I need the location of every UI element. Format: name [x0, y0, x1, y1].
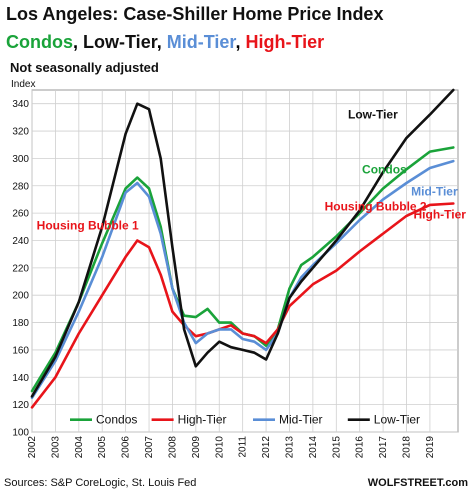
y-tick-label: 340	[12, 99, 29, 110]
x-tick-label: 2004	[74, 436, 85, 459]
x-tick-label: 2011	[238, 436, 249, 458]
y-tick-label: 280	[12, 181, 29, 192]
x-tick-label: 2008	[167, 436, 178, 459]
legend-label: High-Tier	[178, 413, 227, 427]
y-tick-label: 200	[12, 291, 29, 302]
legend-label: Mid-Tier	[279, 413, 323, 427]
y-tick-label: 240	[12, 236, 29, 247]
source-note: Sources: S&P CoreLogic, St. Louis Fed	[4, 477, 197, 489]
legend-label: Condos	[96, 413, 137, 427]
x-tick-label: 2014	[308, 436, 319, 459]
y-tick-label: 260	[12, 209, 29, 220]
x-tick-label: 2012	[261, 436, 272, 459]
x-tick-label: 2016	[355, 436, 366, 459]
y-tick-label: 160	[12, 345, 29, 356]
y-tick-label: 100	[12, 428, 29, 439]
x-tick-label: 2013	[284, 436, 295, 459]
x-tick-label: 2015	[331, 436, 342, 459]
x-tick-label: 2002	[27, 436, 38, 459]
subtitle-condos: Condos	[6, 32, 73, 52]
chart-subtitle: Condos, Low-Tier, Mid-Tier, High-Tier	[6, 32, 325, 52]
annotation-label: Condos	[362, 162, 407, 176]
legend-label: Low-Tier	[374, 413, 420, 427]
brand-label: WOLFSTREET.com	[367, 477, 468, 489]
y-tick-label: 120	[12, 400, 29, 411]
x-tick-label: 2010	[214, 436, 225, 459]
annotation-label: Mid-Tier	[411, 184, 458, 198]
y-tick-label: 220	[12, 263, 29, 274]
y-tick-label: 320	[12, 127, 29, 138]
x-tick-label: 2019	[425, 436, 436, 459]
chart-title: Los Angeles: Case-Shiller Home Price Ind…	[6, 4, 384, 24]
annotation-label: Housing Bubble 2	[325, 199, 427, 213]
subtitle-low-tier: Low-Tier	[83, 32, 157, 52]
annotation-label: High-Tier	[414, 208, 467, 222]
x-tick-label: 2006	[121, 436, 132, 459]
x-tick-label: 2009	[191, 436, 202, 459]
y-tick-label: 140	[12, 373, 29, 384]
x-tick-label: 2017	[378, 436, 389, 459]
chart-note: Not seasonally adjusted	[10, 60, 159, 75]
annotation-label: Low-Tier	[348, 108, 398, 122]
y-tick-label: 300	[12, 154, 29, 165]
x-tick-label: 2003	[50, 436, 61, 459]
annotation-label: Housing Bubble 1	[37, 219, 139, 233]
y-axis-label: Index	[11, 79, 36, 90]
subtitle-mid-tier: Mid-Tier	[166, 32, 236, 52]
y-tick-label: 180	[12, 318, 29, 329]
subtitle-high-tier: High-Tier	[245, 32, 325, 52]
x-tick-label: 2007	[144, 436, 155, 459]
series-line-high-tier	[30, 202, 455, 409]
series-line-low-tier	[30, 88, 455, 398]
x-tick-label: 2005	[97, 436, 108, 459]
x-tick-label: 2018	[402, 436, 413, 459]
series-line-mid-tier	[30, 159, 455, 400]
